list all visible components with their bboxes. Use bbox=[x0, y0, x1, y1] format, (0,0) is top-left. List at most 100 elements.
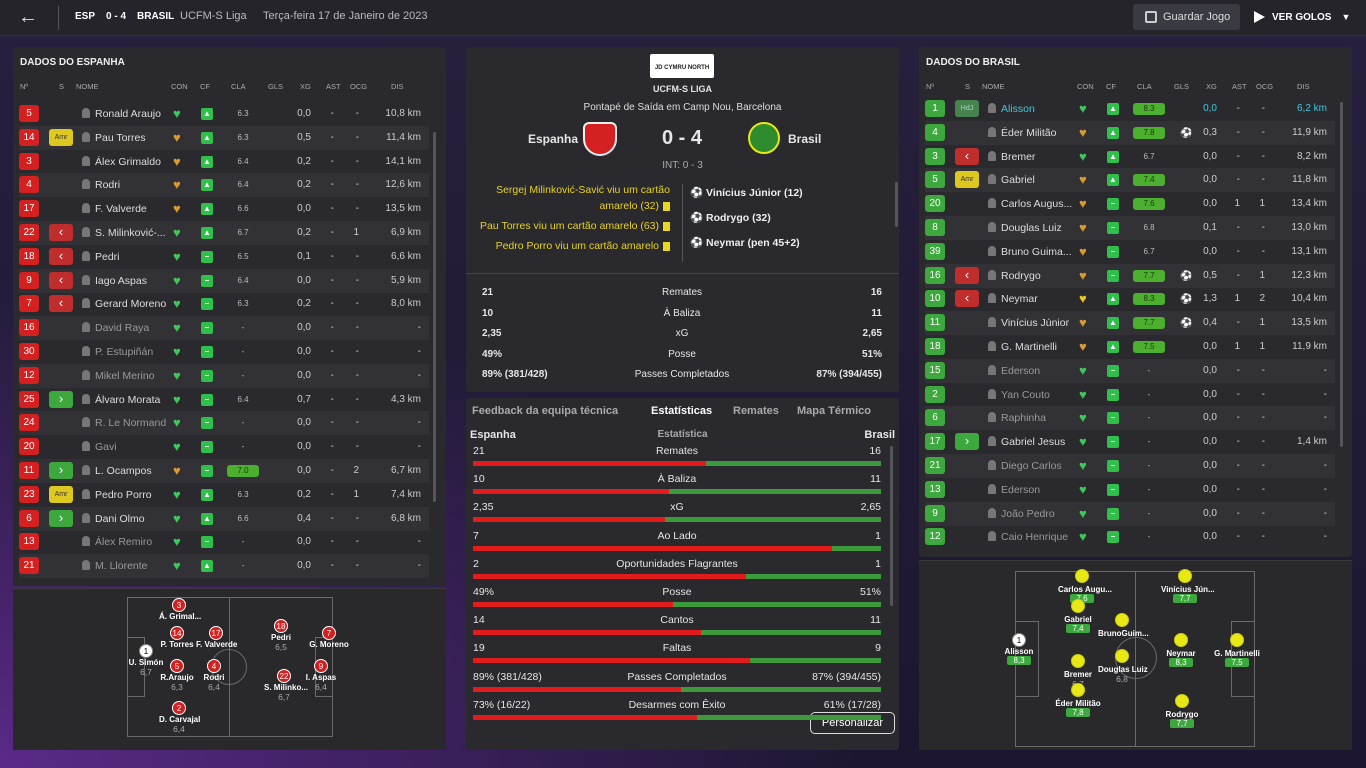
table-row[interactable]: 12 Caio Henrique ♥ – - 0,0 - - - bbox=[925, 525, 1335, 549]
pitch-player[interactable]: Neymar 8,3 bbox=[1157, 633, 1205, 667]
column-header[interactable]: Nome bbox=[982, 82, 1005, 91]
player-name[interactable]: Álvaro Morata bbox=[95, 393, 161, 406]
table-row[interactable]: 9 João Pedro ♥ – - 0,0 - - - bbox=[925, 501, 1335, 526]
pitch-player[interactable]: 1 Alisson 8,3 bbox=[995, 633, 1043, 665]
save-game-button[interactable]: Guardar Jogo bbox=[1133, 4, 1240, 30]
scrollbar[interactable] bbox=[433, 132, 436, 502]
table-row[interactable]: 25 › Álvaro Morata ♥ – 6.4 0,7 - - 4,3 km bbox=[19, 388, 429, 412]
column-header[interactable]: GLS bbox=[1174, 82, 1190, 91]
player-name[interactable]: Iago Aspas bbox=[95, 274, 147, 287]
column-header[interactable]: CF bbox=[1106, 82, 1116, 91]
table-row[interactable]: 11 Vinícius Júnior ♥ ▲ 7.7 ⚽ 0,4 - 1 13,5 km bbox=[925, 311, 1335, 336]
pitch-player[interactable]: Vinícius Jún... 7,7 bbox=[1161, 569, 1215, 603]
table-row[interactable]: 5 Amr Gabriel ♥ ▲ 7.4 0,0 - - 11,8 km bbox=[925, 168, 1335, 193]
column-header[interactable]: Con bbox=[171, 82, 188, 91]
pitch-player[interactable]: Carlos Augu... 7,6 bbox=[1058, 569, 1112, 603]
pitch-player[interactable]: 22 S. Milinko... 6,7 bbox=[264, 669, 308, 702]
table-row[interactable]: 13 Ederson ♥ – - 0,0 - - - bbox=[925, 478, 1335, 502]
player-name[interactable]: Pedri bbox=[95, 250, 120, 263]
player-name[interactable]: F. Valverde bbox=[95, 203, 147, 216]
pitch-player[interactable]: 3 Á. Grimal... bbox=[159, 598, 201, 621]
table-row[interactable]: 16 ‹ Rodrygo ♥ – 7.7 ⚽ 0,5 - 1 12,3 km bbox=[925, 263, 1335, 288]
player-name[interactable]: S. Milinković-... bbox=[95, 227, 166, 239]
column-header[interactable]: Nº bbox=[20, 82, 29, 91]
pitch-player[interactable]: 7 G. Moreno bbox=[309, 626, 349, 649]
scrollbar[interactable] bbox=[890, 446, 893, 606]
player-name[interactable]: Gabriel bbox=[1001, 174, 1035, 187]
player-name[interactable]: Gerard Moreno bbox=[95, 298, 167, 311]
player-name[interactable]: Carlos Augus... bbox=[1001, 198, 1073, 211]
column-header[interactable]: Nº bbox=[926, 82, 935, 91]
pitch-player[interactable]: 2 D. Carvajal 6,4 bbox=[159, 701, 200, 734]
pitch-player[interactable]: BrunoGuim... bbox=[1098, 613, 1149, 638]
table-row[interactable]: 4 Éder Militão ♥ ▲ 7.8 ⚽ 0,3 - - 11,9 km bbox=[925, 120, 1335, 145]
pitch-player[interactable]: Gabriel 7,4 bbox=[1054, 599, 1102, 633]
table-row[interactable]: 4 Rodri ♥ ▲ 6.4 0,2 - - 12,6 km bbox=[19, 173, 429, 198]
table-row[interactable]: 22 ‹ S. Milinković-... ♥ ▲ 6.7 0,2 - 1 6,9 km bbox=[19, 221, 429, 245]
table-row[interactable]: 18 ‹ Pedri ♥ – 6.5 0,1 - - 6,6 km bbox=[19, 245, 429, 269]
table-row[interactable]: 21 M. Llorente ♥ ▲ - 0,0 - - - bbox=[19, 554, 429, 579]
table-row[interactable]: 6 › Dani Olmo ♥ ▲ 6.6 0,4 - - 6,8 km bbox=[19, 506, 429, 531]
player-name[interactable]: Rodrygo bbox=[1001, 269, 1041, 282]
table-row[interactable]: 21 Diego Carlos ♥ – - 0,0 - - - bbox=[925, 454, 1335, 478]
player-name[interactable]: Ederson bbox=[1001, 364, 1041, 377]
player-name[interactable]: Bremer bbox=[1001, 150, 1036, 163]
table-row[interactable]: 11 › L. Ocampos ♥ – 7.0 0,0 - 2 6,7 km bbox=[19, 459, 429, 483]
scrollbar[interactable] bbox=[1340, 102, 1343, 447]
player-name[interactable]: Caio Henrique bbox=[1001, 531, 1069, 544]
player-name[interactable]: Ronald Araujo bbox=[95, 108, 161, 120]
column-header[interactable]: Nome bbox=[76, 82, 99, 91]
table-row[interactable]: 3 Álex Grimaldo ♥ ▲ 6.4 0,2 - - 14,1 km bbox=[19, 150, 429, 174]
player-name[interactable]: Neymar bbox=[1001, 293, 1038, 306]
table-row[interactable]: 6 Raphinha ♥ – - 0,0 - - - bbox=[925, 406, 1335, 431]
player-name[interactable]: Vinícius Júnior bbox=[1001, 317, 1070, 330]
player-name[interactable]: Pedro Porro bbox=[95, 488, 152, 501]
pitch-player[interactable]: 1 U. Simón 6,7 bbox=[126, 644, 166, 677]
column-header[interactable]: Con bbox=[1077, 82, 1094, 91]
pitch-player[interactable]: 17 F. Valverde bbox=[196, 626, 237, 649]
player-name[interactable]: L. Ocampos bbox=[95, 465, 152, 477]
player-name[interactable]: R. Le Normand bbox=[95, 417, 167, 430]
column-header[interactable]: CLA bbox=[1137, 82, 1152, 91]
table-row[interactable]: 12 Mikel Merino ♥ – - 0,0 - - - bbox=[19, 363, 429, 388]
player-name[interactable]: Raphinha bbox=[1001, 412, 1046, 425]
table-row[interactable]: 30 P. Estupiñán ♥ – - 0,0 - - - bbox=[19, 340, 429, 364]
player-name[interactable]: Douglas Luiz bbox=[1001, 222, 1062, 234]
table-row[interactable]: 13 Álex Remiro ♥ – - 0,0 - - - bbox=[19, 530, 429, 554]
column-header[interactable]: GLS bbox=[268, 82, 284, 91]
pitch-player[interactable]: 18 Pedri 6,5 bbox=[261, 619, 301, 652]
back-arrow-icon[interactable]: ← bbox=[18, 6, 38, 28]
column-header[interactable]: XG bbox=[1206, 82, 1217, 91]
scrollbar[interactable] bbox=[895, 182, 898, 227]
pitch-player[interactable]: Douglas Luiz 6,8 bbox=[1098, 649, 1148, 684]
player-name[interactable]: Diego Carlos bbox=[1001, 460, 1062, 472]
table-row[interactable]: 20 Carlos Augus... ♥ – 7.6 0,0 1 1 13,4 km bbox=[925, 192, 1335, 216]
table-row[interactable]: 5 Ronald Araujo ♥ ▲ 6.3 0,0 - - 10,8 km bbox=[19, 102, 429, 126]
table-row[interactable]: 2 Yan Couto ♥ – - 0,0 - - - bbox=[925, 383, 1335, 407]
table-row[interactable]: 17 F. Valverde ♥ ▲ 6.6 0,0 - - 13,5 km bbox=[19, 197, 429, 221]
pitch-player[interactable]: 5 R.Araujo 6,3 bbox=[157, 659, 197, 692]
column-header[interactable]: CLA bbox=[231, 82, 246, 91]
player-name[interactable]: Gabriel Jesus bbox=[1001, 436, 1066, 449]
player-name[interactable]: Alisson bbox=[1001, 103, 1035, 115]
table-row[interactable]: 7 ‹ Gerard Moreno ♥ – 6.3 0,2 - - 8,0 km bbox=[19, 292, 429, 316]
tab-3[interactable]: Mapa Térmico bbox=[797, 405, 871, 417]
pitch-player[interactable]: Rodrygo 7,7 bbox=[1158, 694, 1206, 728]
column-header[interactable]: S bbox=[59, 82, 65, 91]
table-row[interactable]: 23 Amr Pedro Porro ♥ ▲ 6.3 0,2 - 1 7,4 km bbox=[19, 483, 429, 507]
table-row[interactable]: 14 Amr Pau Torres ♥ ▲ 6.3 0,5 - - 11,4 km bbox=[19, 125, 429, 150]
column-header[interactable]: CF bbox=[200, 82, 210, 91]
column-header[interactable]: AST bbox=[1232, 82, 1247, 91]
column-header[interactable]: AST bbox=[326, 82, 341, 91]
player-name[interactable]: Gavi bbox=[95, 441, 117, 454]
player-name[interactable]: Bruno Guima... bbox=[1001, 245, 1072, 258]
column-header[interactable]: XG bbox=[300, 82, 311, 91]
column-header[interactable]: DIS bbox=[1297, 82, 1310, 91]
table-row[interactable]: 8 Douglas Luiz ♥ – 6.8 0,1 - - 13,0 km bbox=[925, 216, 1335, 240]
player-name[interactable]: Ederson bbox=[1001, 483, 1041, 496]
table-row[interactable]: 9 ‹ Iago Aspas ♥ – 6.4 0,0 - - 5,9 km bbox=[19, 268, 429, 293]
pitch-player[interactable]: 9 I. Aspas 6,4 bbox=[301, 659, 341, 692]
pitch-player[interactable]: Éder Militão 7,8 bbox=[1054, 683, 1102, 717]
table-row[interactable]: 16 David Raya ♥ – - 0,0 - - - bbox=[19, 316, 429, 341]
column-header[interactable]: OCG bbox=[350, 82, 368, 91]
